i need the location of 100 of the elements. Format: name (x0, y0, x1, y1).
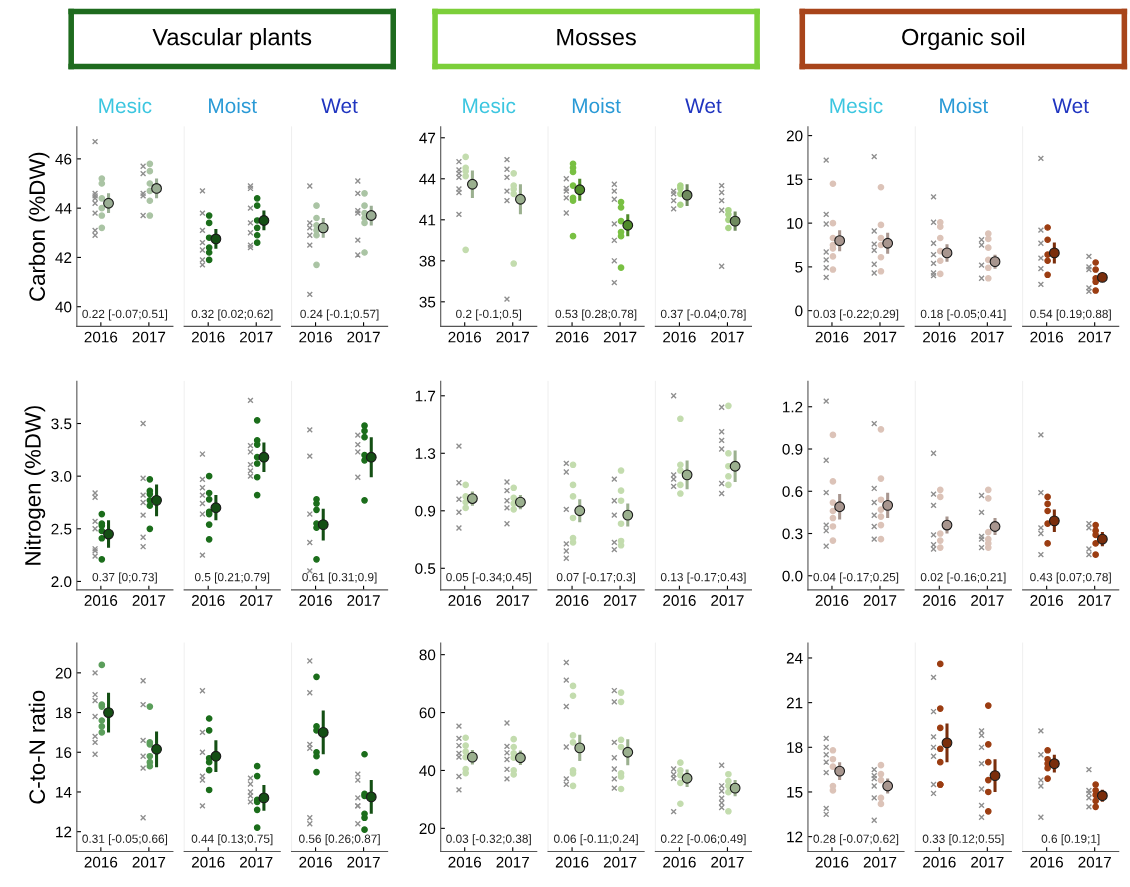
x-tick-label: 2017 (711, 595, 744, 606)
y-tick-label: 21 (786, 697, 803, 709)
annotation: 0.56 [0.26;0.87] (299, 834, 380, 846)
y-tick-label: 18 (56, 707, 72, 719)
text: Vascular plants (152, 28, 312, 51)
y-tick-label: 46 (55, 153, 72, 165)
annotation: 0.31 [-0.05;0.66] (82, 834, 168, 846)
x-tick-label: 2016 (448, 595, 482, 606)
y-tick-label: 44 (55, 203, 72, 214)
y-tick-label: 2.5 (51, 523, 72, 535)
y-tick-label: 16 (56, 747, 72, 758)
y-tick-label: 3.5 (51, 418, 72, 430)
annotation: 0.22 [-0.07;0.51] (82, 309, 168, 321)
annotation: 0.2 [-0.1;0.5] (456, 309, 522, 321)
x-tick-label: 2017 (1078, 331, 1111, 343)
x-tick-label: 2016 (663, 595, 696, 606)
x-tick-label: 2017 (971, 595, 1004, 606)
x-tick-label: 2016 (815, 331, 849, 343)
x-tick-label: 2017 (240, 595, 273, 606)
chart-title: Wet (321, 98, 358, 114)
y-tick-label: 0.6 (782, 486, 803, 497)
annotation: 0.43 [0.07;0.78] (1030, 572, 1111, 584)
y-tick-label: 10 (787, 217, 803, 229)
annotation: 0.5 [0.21;0.79] (194, 572, 270, 584)
x-tick-label: 2017 (496, 856, 529, 868)
annotation: 0.02 [-0.16;0.21] (920, 572, 1006, 584)
chart-title: Mesic (99, 97, 152, 114)
x-tick-label: 2017 (1078, 856, 1111, 868)
x-tick-label: 2016 (448, 331, 482, 343)
y-tick-label: 38 (419, 255, 436, 267)
y-tick-label: 15 (787, 174, 803, 186)
chart-title: Moist (209, 97, 257, 114)
x-tick-label: 2017 (971, 331, 1004, 343)
y-tick-label: 3.0 (51, 471, 72, 482)
x-tick-label: 2017 (603, 595, 637, 606)
text: Organic soil (902, 28, 1025, 51)
x-tick-label: 2016 (663, 331, 696, 343)
y-tick-label: 35 (419, 296, 436, 308)
x-tick-label: 2017 (132, 595, 166, 606)
x-tick-label: 2016 (84, 595, 118, 606)
x-tick-label: 2017 (132, 331, 166, 343)
y-tick-label: 60 (419, 707, 436, 719)
annotation: 0.04 [-0.17;0.25] (813, 572, 899, 584)
x-tick-label: 2016 (448, 856, 482, 868)
y-tick-label: 0.5 (415, 563, 436, 574)
y-tick-label: 5 (795, 261, 803, 273)
y-tick-label: 0 (795, 305, 803, 317)
x-tick-label: 2016 (555, 856, 589, 868)
annotation: 0.03 [-0.32;0.38] (446, 834, 531, 846)
annotation: 0.06 [-0.11;0.24] (553, 834, 638, 846)
annotation: 0.53 [0.28;0.78] (555, 309, 637, 321)
annotation: 0.22 [-0.06;0.49] (660, 834, 746, 846)
x-tick-label: 2016 (1030, 595, 1063, 606)
x-tick-label: 2016 (1030, 331, 1063, 343)
y-tick-label: 47 (419, 132, 436, 144)
y-tick-label: 12 (56, 826, 72, 838)
y-tick-label: 40 (55, 301, 72, 313)
y-tick-label: 0.3 (782, 528, 803, 540)
x-tick-label: 2017 (240, 856, 273, 868)
annotation: 0.32 [0.02;0.62] (191, 309, 273, 321)
y-tick-label: 12 (787, 831, 803, 843)
x-tick-label: 2016 (815, 595, 849, 606)
x-tick-label: 2016 (815, 856, 849, 868)
x-tick-label: 2016 (84, 856, 118, 868)
y-tick-label: 0.0 (782, 570, 803, 582)
y-tick-label: 1.3 (415, 448, 436, 459)
y-tick-label: 42 (55, 252, 72, 263)
x-tick-label: 2016 (191, 856, 225, 868)
annotation: 0.61 [0.31;0.9] (302, 572, 377, 584)
x-tick-label: 2016 (299, 595, 332, 606)
x-tick-label: 2016 (299, 856, 332, 868)
chart-title: Wet (685, 98, 722, 114)
annotation: 0.18 [-0.05;0.41] (920, 309, 1006, 321)
y-tick-label: 1.7 (415, 390, 436, 402)
y-tick-label: 41 (419, 214, 436, 226)
annotation: 0.37 [0;0.73] (92, 572, 157, 584)
annotation: 0.24 [-0.1;0.57] (300, 309, 379, 321)
chart-title: Moist (572, 97, 621, 114)
x-tick-label: 2017 (971, 856, 1004, 868)
annotation: 0.03 [-0.22;0.29] (813, 309, 899, 321)
x-tick-label: 2017 (863, 331, 897, 343)
y-tick-label: 0.9 (782, 443, 803, 455)
y-tick-label: 44 (419, 173, 436, 185)
x-tick-label: 2017 (347, 856, 380, 868)
x-tick-label: 2017 (347, 595, 380, 606)
y-tick-label: 15 (787, 786, 803, 798)
annotation: 0.13 [-0.17;0.43] (660, 572, 746, 584)
annotation: 0.05 [-0.34;0.45] (446, 572, 531, 584)
y-axis-title: Carbon (%DW) (28, 152, 50, 301)
x-tick-label: 2016 (923, 856, 956, 868)
annotation: 0.44 [0.13;0.75] (191, 834, 273, 846)
x-tick-label: 2017 (863, 856, 897, 868)
x-tick-label: 2017 (496, 331, 529, 343)
x-tick-label: 2017 (240, 331, 273, 343)
y-axis-title: C-to-N ratio (28, 690, 46, 804)
x-tick-label: 2017 (603, 856, 637, 868)
chart-title: Wet (1052, 98, 1089, 114)
annotation: 0.28 [-0.07;0.62] (813, 834, 899, 846)
y-tick-label: 40 (419, 765, 436, 777)
chart-title: Mesic (463, 97, 516, 114)
